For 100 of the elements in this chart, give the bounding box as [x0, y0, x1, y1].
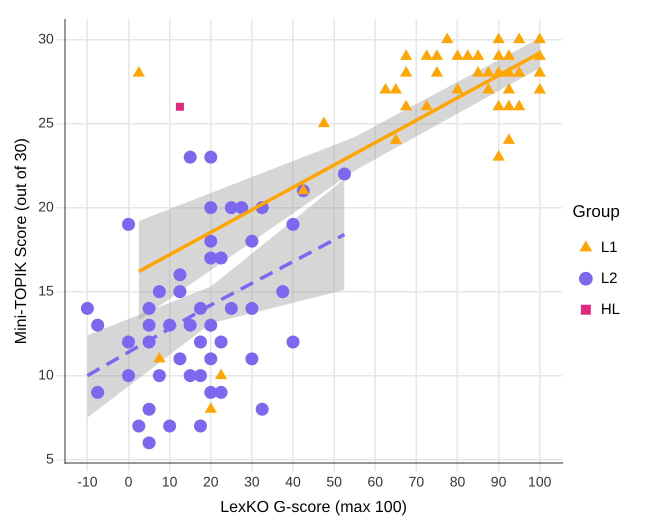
point — [534, 33, 546, 44]
point — [80, 302, 94, 315]
x-tick-label: 20 — [202, 473, 219, 490]
point — [152, 369, 166, 382]
x-tick-label: 0 — [124, 473, 133, 490]
x-axis-title: LexKO G-score (max 100) — [220, 498, 407, 516]
point — [431, 50, 443, 60]
point — [390, 134, 402, 144]
point — [133, 66, 144, 77]
point — [194, 420, 207, 433]
point — [513, 66, 525, 77]
y-tick-label: 25 — [38, 114, 54, 130]
point — [390, 83, 402, 94]
point — [534, 66, 546, 77]
point — [492, 100, 504, 110]
point — [503, 100, 515, 110]
point — [194, 369, 207, 382]
point — [184, 318, 197, 332]
point — [173, 352, 186, 366]
point — [194, 336, 207, 349]
point — [132, 420, 146, 433]
legend-label: L2 — [600, 270, 618, 287]
x-tick-label: 80 — [450, 473, 466, 490]
point — [380, 83, 392, 94]
point — [245, 302, 258, 315]
point — [400, 66, 412, 77]
point — [513, 100, 525, 110]
point — [122, 369, 136, 382]
point — [91, 386, 104, 399]
point — [503, 83, 515, 94]
point — [204, 318, 218, 332]
point — [214, 386, 228, 399]
point — [492, 50, 504, 60]
point — [472, 50, 484, 60]
x-tick-label: -10 — [77, 473, 98, 490]
point — [503, 134, 515, 144]
legend-title: Group — [572, 202, 620, 221]
point — [492, 33, 504, 44]
point — [142, 318, 156, 332]
y-tick-label: 5 — [46, 450, 54, 466]
point — [204, 352, 218, 366]
point — [452, 83, 464, 94]
x-tick-label: 60 — [367, 473, 384, 490]
x-tick-label: 40 — [285, 473, 301, 490]
point — [122, 336, 136, 349]
legend-label: HL — [600, 300, 620, 318]
y-tick-label: 30 — [38, 30, 54, 46]
point — [513, 33, 525, 44]
point — [420, 50, 432, 60]
x-tick-label: 70 — [408, 473, 424, 490]
point — [204, 201, 218, 214]
point — [472, 66, 484, 77]
point — [142, 302, 156, 315]
x-tick-label: 90 — [490, 473, 507, 490]
point — [245, 352, 258, 366]
point — [173, 285, 186, 298]
point — [482, 83, 494, 94]
point — [482, 66, 494, 77]
point — [214, 252, 228, 265]
point — [173, 268, 186, 282]
point — [492, 150, 504, 161]
point — [235, 201, 248, 214]
point — [298, 184, 309, 194]
y-tick-label: 10 — [38, 366, 54, 382]
point — [400, 100, 412, 110]
point — [142, 402, 156, 416]
point — [256, 402, 269, 416]
point — [245, 234, 258, 248]
point — [441, 33, 453, 44]
point — [91, 318, 104, 332]
y-axis-title: Mini-TOPIK Score (out of 30) — [13, 138, 30, 344]
point — [318, 117, 330, 128]
x-tick-label: 50 — [326, 473, 342, 490]
point — [286, 218, 300, 231]
point — [462, 50, 474, 60]
point — [163, 420, 176, 433]
x-tick-label: 10 — [162, 473, 178, 490]
point — [420, 100, 432, 110]
point — [176, 102, 184, 111]
point — [152, 285, 166, 298]
point — [276, 285, 290, 298]
legend-label: L1 — [600, 238, 618, 256]
point — [142, 436, 156, 450]
point — [224, 302, 238, 315]
point — [534, 83, 546, 94]
point — [400, 50, 412, 60]
point — [214, 336, 228, 349]
point — [184, 369, 197, 382]
point — [452, 50, 464, 60]
point — [204, 150, 218, 164]
point — [184, 150, 197, 164]
point — [204, 234, 218, 248]
x-tick-label: 30 — [244, 473, 260, 490]
y-tick-label: 20 — [38, 198, 54, 214]
x-tick-label: 100 — [528, 473, 552, 490]
point — [286, 336, 300, 349]
point — [503, 50, 515, 60]
point — [122, 218, 136, 231]
point — [431, 66, 443, 77]
point — [338, 167, 351, 180]
